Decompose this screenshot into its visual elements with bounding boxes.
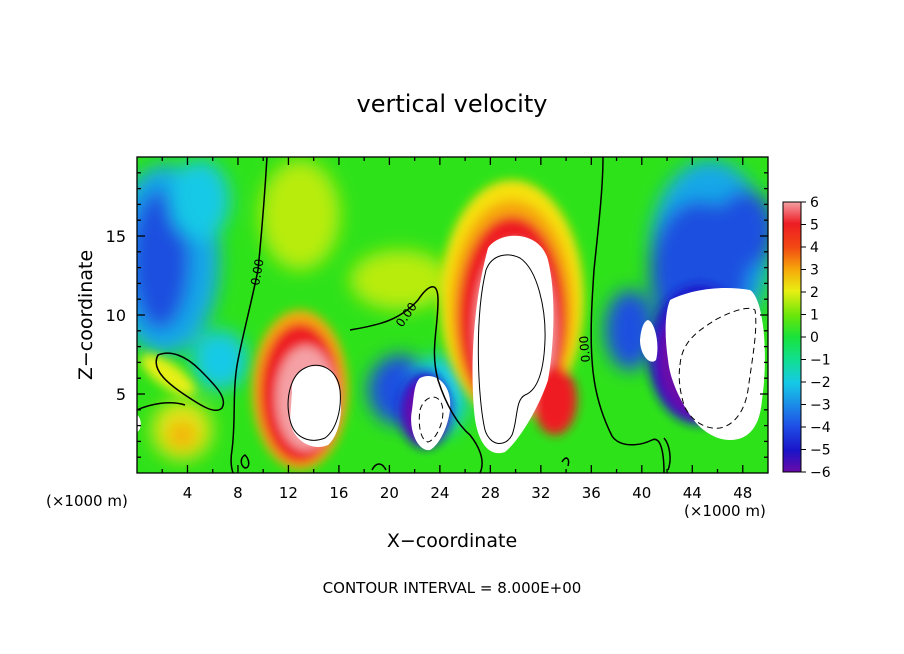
contour-interval-note: CONTOUR INTERVAL = 8.000E+00	[323, 579, 582, 597]
colorbar-label: −1	[810, 353, 831, 369]
colorbar-label: −3	[810, 398, 831, 414]
colorbar-label: 0	[810, 330, 819, 346]
heatmap-field: 0.00 0.00 0.00	[137, 157, 768, 473]
x-tick-label: 28	[481, 484, 500, 502]
contour-lines	[137, 157, 671, 473]
colorbar-label: 4	[810, 240, 819, 256]
colorbar-gradient	[782, 201, 802, 473]
x-axis-label: X−coordinate	[387, 530, 517, 552]
contour-label-right: 0.00	[577, 335, 593, 363]
y-axis-label: Z−coordinate	[75, 250, 97, 380]
colorbar-label: 2	[810, 285, 819, 301]
x-tick-label: 16	[329, 484, 348, 502]
y-tick-label: 5	[116, 385, 126, 404]
colorbar-labels: 6 5 4 3 2 1 0 −1 −2 −3 −4 −5 −6	[810, 195, 831, 481]
colorbar-label: −6	[810, 465, 831, 481]
x-tick-label: 32	[531, 484, 550, 502]
y-tick-label: 10	[106, 306, 126, 325]
colorbar: 6 5 4 3 2 1 0 −1 −2 −3 −4 −5 −6	[782, 195, 831, 481]
x-tick-label: 44	[683, 484, 702, 502]
colorbar-label: 6	[810, 195, 819, 211]
x-tick-label: 12	[279, 484, 298, 502]
x-tick-label: 8	[233, 484, 243, 502]
y-tick-labels: 5 10 15	[106, 227, 126, 404]
x-tick-label: 48	[733, 484, 752, 502]
colorbar-ticks	[801, 201, 806, 473]
y-tick-label: 15	[106, 227, 126, 246]
contour-label-left: 0.00	[248, 258, 266, 287]
chart-title: vertical velocity	[357, 90, 548, 118]
x-tick-label: 40	[632, 484, 651, 502]
dashed-contours	[418, 307, 757, 443]
x-unit-left: (×1000 m)	[46, 492, 128, 510]
colorbar-label: −4	[810, 420, 831, 436]
x-tick-label: 20	[380, 484, 399, 502]
colorbar-label: −2	[810, 375, 831, 391]
inner-contours	[287, 254, 546, 444]
x-unit-right: (×1000 m)	[684, 502, 766, 520]
colorbar-label: 3	[810, 263, 819, 279]
colorbar-label: 5	[810, 218, 819, 234]
x-tick-label: 36	[582, 484, 601, 502]
axis-ticks	[137, 157, 768, 473]
x-tick-labels: 4 8 12 16 20 24 28 32 36 40 44 48	[183, 484, 753, 502]
x-tick-label: 24	[430, 484, 449, 502]
colorbar-label: −5	[810, 443, 831, 459]
x-tick-label: 4	[183, 484, 193, 502]
colorbar-label: 1	[810, 308, 819, 324]
